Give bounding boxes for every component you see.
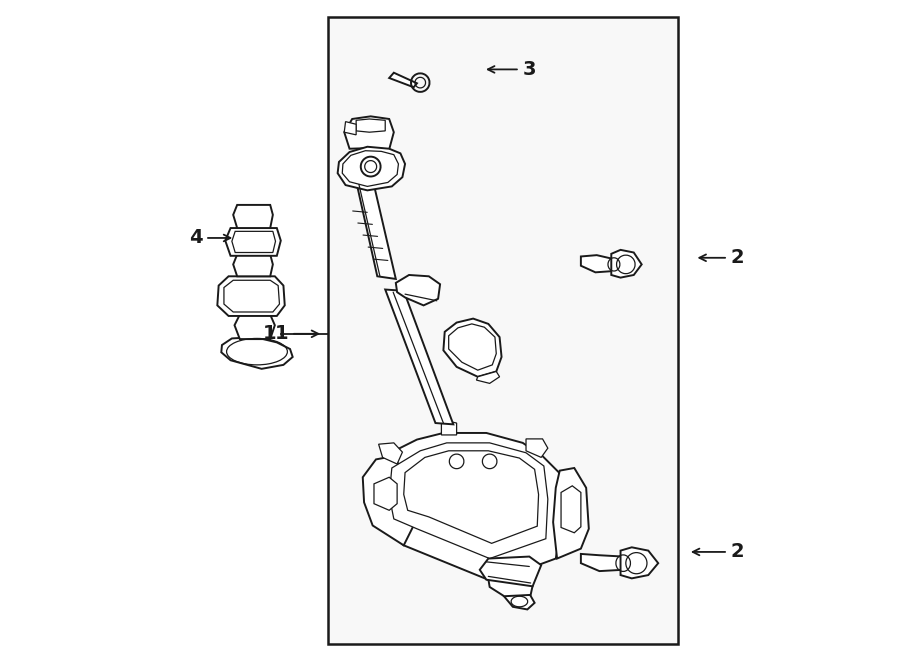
Polygon shape <box>217 276 284 316</box>
Polygon shape <box>389 73 417 87</box>
Polygon shape <box>233 254 273 276</box>
Polygon shape <box>489 578 533 596</box>
Polygon shape <box>344 122 356 135</box>
Polygon shape <box>611 250 642 278</box>
Polygon shape <box>480 557 541 586</box>
Polygon shape <box>225 228 281 256</box>
Polygon shape <box>344 116 394 149</box>
Polygon shape <box>389 443 548 559</box>
Polygon shape <box>449 324 496 370</box>
Bar <box>328 17 678 644</box>
Polygon shape <box>232 231 275 253</box>
Polygon shape <box>561 486 581 533</box>
Polygon shape <box>235 315 274 339</box>
Polygon shape <box>503 590 535 609</box>
Text: 1: 1 <box>263 325 276 343</box>
Text: 3: 3 <box>488 60 536 79</box>
Polygon shape <box>396 275 440 305</box>
Polygon shape <box>441 420 456 435</box>
Text: 2: 2 <box>699 249 744 267</box>
Polygon shape <box>444 319 501 377</box>
Polygon shape <box>554 468 589 559</box>
Polygon shape <box>221 337 292 369</box>
Polygon shape <box>620 547 658 578</box>
Text: 2: 2 <box>693 543 744 561</box>
Text: 1: 1 <box>274 325 319 343</box>
Polygon shape <box>374 477 397 510</box>
Polygon shape <box>404 451 538 543</box>
Polygon shape <box>580 255 614 272</box>
Polygon shape <box>385 290 454 424</box>
Polygon shape <box>374 433 562 582</box>
Polygon shape <box>224 280 280 312</box>
Polygon shape <box>580 554 623 571</box>
Polygon shape <box>363 456 414 545</box>
Text: 4: 4 <box>189 229 230 247</box>
Polygon shape <box>356 181 396 279</box>
Polygon shape <box>526 439 548 457</box>
Polygon shape <box>379 443 402 464</box>
Polygon shape <box>338 147 405 190</box>
Polygon shape <box>476 371 500 383</box>
Polygon shape <box>342 151 399 186</box>
Polygon shape <box>356 119 385 132</box>
Polygon shape <box>233 205 273 228</box>
